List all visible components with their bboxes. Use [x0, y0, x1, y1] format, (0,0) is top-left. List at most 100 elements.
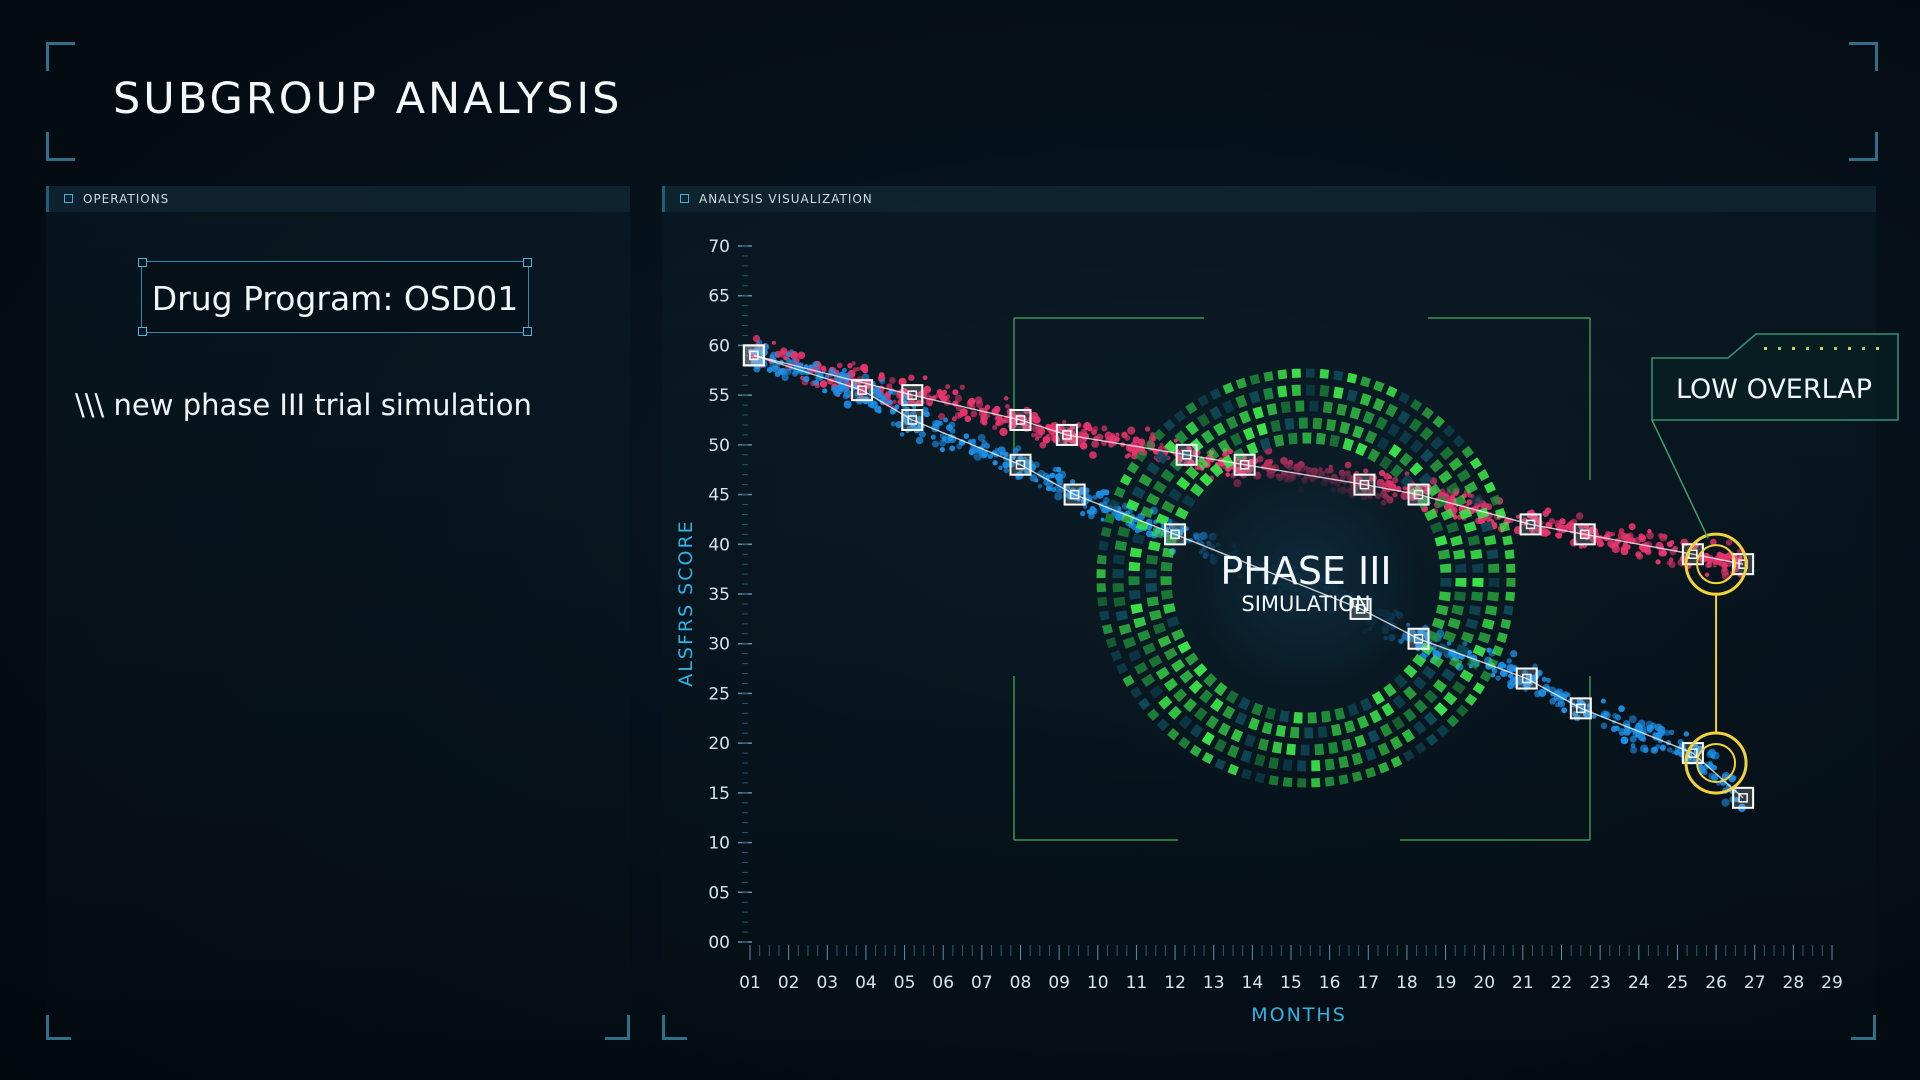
- data-point: [931, 395, 937, 400]
- series-marker-inner: [1181, 450, 1192, 460]
- series-marker-inner: [1359, 479, 1370, 490]
- series-marker: [1055, 423, 1078, 446]
- data-point: [937, 420, 944, 427]
- ring-segment: [1164, 439, 1179, 454]
- ring-segment: [1113, 486, 1126, 499]
- data-point: [997, 446, 1006, 455]
- ring-segment: [1339, 421, 1351, 435]
- ring-segment: [1342, 437, 1355, 452]
- ring-segment: [1293, 712, 1303, 724]
- ring-segment: [1171, 628, 1185, 642]
- box-handle: [523, 327, 532, 336]
- phase-core: [1178, 450, 1434, 706]
- ring-segment: [1161, 589, 1174, 600]
- data-point: [1132, 436, 1140, 444]
- data-point: [898, 378, 905, 385]
- data-point: [930, 435, 936, 440]
- data-point: [1173, 438, 1178, 443]
- data-point: [1710, 538, 1717, 546]
- data-point: [1510, 650, 1518, 658]
- data-point: [909, 411, 918, 419]
- data-point: [1620, 545, 1626, 551]
- data-point: [1114, 436, 1120, 442]
- x-tick-label: 08: [1010, 973, 1032, 993]
- ring-segment: [1178, 736, 1191, 750]
- y-tick-label: 25: [708, 684, 730, 704]
- data-point: [1606, 531, 1613, 538]
- data-point: [1498, 661, 1506, 669]
- chart-axes: 00 05 10 15 20 25 30 35 40 45 50 55 60 65 70 01 02 03 04 05…: [708, 237, 1842, 993]
- ring-segment: [1163, 647, 1178, 661]
- data-point: [1622, 534, 1630, 542]
- data-point: [1159, 442, 1164, 447]
- ring-segment: [1177, 640, 1192, 654]
- series-marker: [1164, 523, 1187, 546]
- ring-segment: [1222, 399, 1235, 414]
- axis-x-label: MONTHS: [1251, 1004, 1347, 1026]
- series-line: [753, 354, 1744, 799]
- ring-segment: [1399, 473, 1414, 488]
- panel-corner: [1851, 1015, 1876, 1040]
- data-point: [1668, 557, 1674, 562]
- drug-program-box[interactable]: Drug Program: OSD01: [138, 258, 532, 336]
- data-point: [908, 374, 915, 382]
- ring-segment: [1167, 705, 1182, 720]
- ring-segment: [1471, 591, 1483, 602]
- ring-segment: [1099, 610, 1110, 621]
- data-point: [1127, 426, 1136, 435]
- data-point: [1654, 732, 1663, 740]
- data-point: [771, 365, 779, 372]
- ring-segment: [1114, 540, 1127, 551]
- data-point: [1031, 432, 1036, 438]
- ring-segment: [1314, 743, 1325, 756]
- data-point: [964, 415, 972, 423]
- ring-segment: [1401, 728, 1416, 743]
- series-marker: [1349, 597, 1372, 620]
- series-marker: [1573, 523, 1596, 546]
- data-point: [980, 414, 988, 422]
- data-point: [970, 410, 978, 418]
- series-marker-inner: [857, 385, 867, 395]
- data-point: [1724, 553, 1732, 561]
- data-point: [1466, 499, 1473, 506]
- ring-segment: [1373, 380, 1385, 393]
- data-point: [851, 361, 856, 366]
- x-tick-label: 17: [1357, 973, 1379, 993]
- ring-segment: [1163, 603, 1176, 614]
- data-point: [1434, 650, 1443, 658]
- y-tick-label: 00: [708, 933, 730, 953]
- ring-segment: [1489, 494, 1502, 507]
- ring-segment: [1441, 667, 1456, 682]
- data-point: [1660, 549, 1667, 556]
- data-point: [1603, 711, 1609, 717]
- data-point: [1031, 424, 1040, 433]
- series-lines: [753, 354, 1744, 799]
- ring-segment: [1483, 534, 1497, 546]
- ring-segment: [1161, 500, 1176, 514]
- ring-segment: [1268, 775, 1279, 786]
- ring-segment: [1446, 482, 1460, 496]
- ring-segment: [1369, 709, 1383, 724]
- panel-corner: [605, 1015, 630, 1040]
- ring-segment: [1102, 623, 1113, 635]
- ring-segment: [1464, 481, 1478, 495]
- series-marker-inner: [1576, 703, 1586, 714]
- ring-segment: [1499, 521, 1510, 533]
- data-point: [1124, 435, 1131, 441]
- ring-segment: [1203, 673, 1218, 688]
- ring-segment: [1284, 418, 1295, 430]
- ring-segment: [1432, 415, 1445, 428]
- ring-segment: [1287, 432, 1298, 445]
- ring-segment: [1137, 629, 1151, 642]
- x-tick-label: 16: [1319, 973, 1341, 993]
- ring-segment: [1196, 413, 1211, 428]
- x-tick-label: 06: [932, 973, 954, 993]
- ring-segment: [1321, 710, 1332, 723]
- y-tick-label: 60: [708, 336, 730, 356]
- data-point: [1467, 649, 1473, 655]
- data-point: [859, 364, 867, 372]
- data-point: [1100, 517, 1105, 522]
- ring-segment: [1137, 697, 1151, 711]
- data-point: [1630, 743, 1636, 749]
- ring-segment: [1277, 385, 1288, 398]
